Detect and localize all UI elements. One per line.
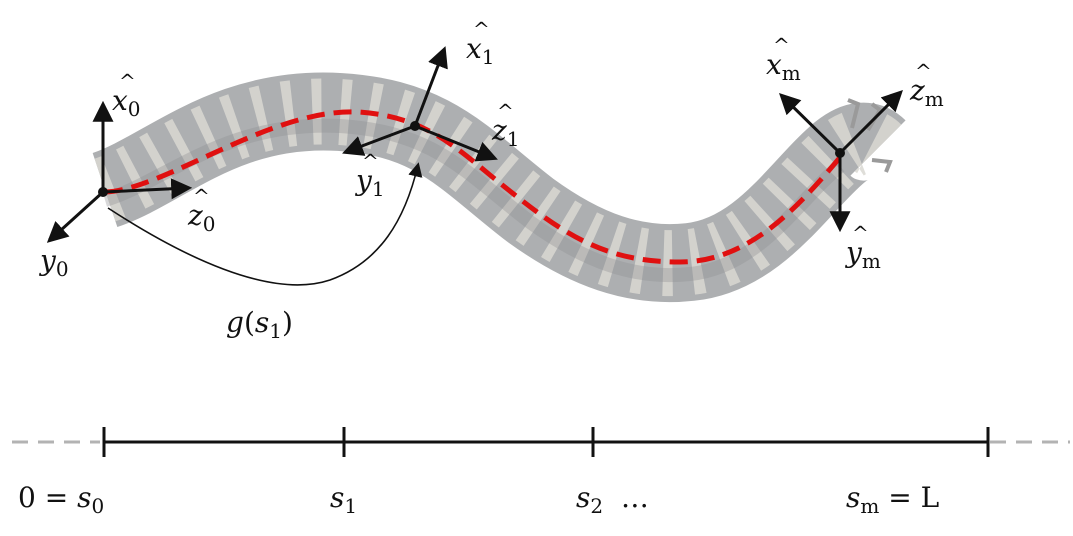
robot-body-shadow bbox=[102, 118, 845, 283]
tick-label-s2: s2 … bbox=[576, 481, 649, 518]
transform-label: g(s1) bbox=[226, 306, 293, 343]
label-x0: x0 bbox=[112, 84, 141, 121]
hat-z0: ^ bbox=[193, 184, 210, 208]
label-z1: z1 bbox=[491, 114, 520, 151]
mid-x-axis bbox=[413, 46, 448, 127]
frame-labels: x0 ^ z0 ^ y0 ^ x1 ^ z1 ^ y1 ^ xm ^ zm ^ … bbox=[38, 17, 944, 281]
hat-xm: ^ bbox=[773, 33, 790, 57]
label-zm: zm bbox=[909, 74, 944, 111]
mid-y-axis bbox=[342, 124, 416, 156]
hat-x0: ^ bbox=[119, 69, 136, 93]
mid-origin bbox=[410, 121, 420, 131]
tip-frame bbox=[779, 90, 903, 233]
label-ym: ym bbox=[844, 236, 881, 273]
tip-x-axis bbox=[779, 93, 842, 155]
label-z0: z0 bbox=[187, 199, 216, 236]
base-frame bbox=[46, 100, 193, 243]
base-z-axis bbox=[102, 178, 193, 200]
mid-z-axis bbox=[414, 124, 498, 162]
hat-x1: ^ bbox=[473, 17, 490, 41]
backbone-curve bbox=[104, 109, 844, 265]
tick-label-s0: 0 = s0 bbox=[18, 481, 104, 518]
tip-gripper bbox=[847, 98, 893, 173]
base-origin bbox=[98, 187, 108, 197]
arclength-axis: 0 = s0 s1 s2 … sm = L bbox=[12, 427, 1070, 518]
hat-z1: ^ bbox=[497, 99, 514, 123]
tick-label-sm: sm = L bbox=[846, 481, 939, 518]
transform-arc bbox=[107, 162, 423, 286]
hat-y0: ^ bbox=[46, 229, 63, 253]
label-xm: xm bbox=[766, 48, 801, 85]
base-y-axis bbox=[46, 190, 105, 243]
tick-label-s1: s1 bbox=[330, 481, 357, 518]
label-y0: y0 bbox=[38, 244, 69, 281]
tip-z-axis bbox=[838, 90, 903, 155]
hat-ym: ^ bbox=[852, 221, 869, 245]
hat-zm: ^ bbox=[915, 59, 932, 83]
hat-y1: ^ bbox=[362, 149, 379, 173]
tip-origin bbox=[835, 148, 845, 158]
label-y1: y1 bbox=[354, 164, 385, 201]
mid-frame bbox=[342, 46, 498, 162]
label-x1: x1 bbox=[466, 32, 495, 69]
